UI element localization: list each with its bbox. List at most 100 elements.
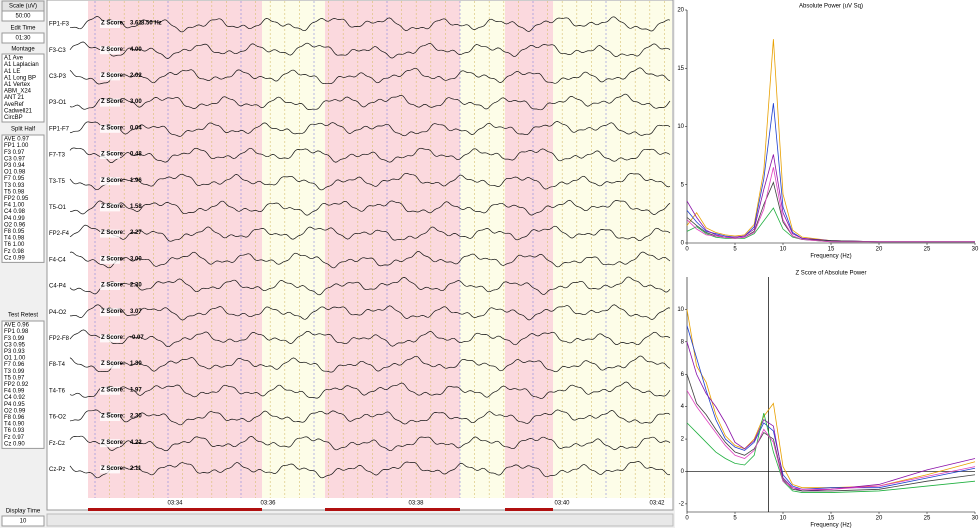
montage-item[interactable]: Cadwell21	[4, 108, 33, 114]
test-retest-item[interactable]: O2 0.99	[4, 408, 26, 414]
z-score: -0.07	[130, 335, 144, 341]
x-tick-label: 0	[685, 247, 689, 253]
eeg-trace	[69, 251, 671, 269]
split-half-item[interactable]: F7 0.95	[4, 176, 25, 182]
split-half-item[interactable]: F8 0.95	[4, 229, 25, 235]
channel-label[interactable]: Cz-Pz	[49, 467, 65, 473]
x-axis-label: Frequency (Hz)	[810, 523, 851, 528]
eeg-trace	[69, 172, 671, 191]
test-retest-item[interactable]: F3 0.99	[4, 336, 25, 342]
test-retest-item[interactable]: T3 0.99	[4, 369, 25, 375]
channel-label[interactable]: C4-P4	[49, 284, 67, 290]
test-retest-item[interactable]: C3 0.95	[4, 342, 26, 348]
channel-label[interactable]: FP2-F8	[49, 336, 70, 342]
montage-item[interactable]: A1 Laplacian	[4, 62, 39, 68]
x-tick-label: 30	[972, 516, 979, 522]
edit-time-value[interactable]: 01:30	[15, 36, 31, 42]
split-half-item[interactable]: C4 0.98	[4, 209, 26, 215]
split-half-item[interactable]: P4 0.99	[4, 216, 25, 222]
split-half-item[interactable]: T3 0.93	[4, 183, 25, 189]
scrollbar[interactable]	[46, 513, 674, 527]
test-retest-item[interactable]: T4 0.90	[4, 422, 25, 428]
montage-item[interactable]: AveRef	[4, 102, 24, 108]
test-retest-item[interactable]: AVE 0.96	[4, 323, 30, 329]
time-label: 03:36	[260, 501, 276, 507]
scale-value[interactable]: 50:00	[15, 14, 31, 20]
channel-label[interactable]: F8-T4	[49, 362, 66, 368]
test-retest-item[interactable]: T6 0.93	[4, 428, 25, 434]
z-score: 2.11	[130, 466, 142, 472]
z-score: 1.96	[130, 178, 142, 184]
channel-label[interactable]: F3-C3	[49, 48, 66, 54]
split-half-item[interactable]: Fz 0.98	[4, 249, 25, 255]
test-retest-item[interactable]: O1 1.00	[4, 356, 26, 362]
channel-label[interactable]: FP1-F7	[49, 126, 70, 132]
eeg-trace	[69, 224, 671, 242]
split-half-item[interactable]: Cz 0.99	[4, 255, 25, 261]
z-label: Z Score:	[101, 414, 125, 420]
z-label: Z Score:	[101, 440, 125, 446]
eeg-trace	[69, 67, 671, 85]
channel-label[interactable]: FP2-F4	[49, 231, 70, 237]
test-retest-item[interactable]: F4 0.99	[4, 389, 25, 395]
split-half-item[interactable]: FP1 1.00	[4, 143, 29, 149]
split-half-item[interactable]: FP2 0.95	[4, 196, 29, 202]
channel-label[interactable]: F7-T3	[49, 153, 66, 159]
display-time-value-box[interactable]	[1, 515, 45, 527]
split-half-item[interactable]: AVE 0.97	[4, 137, 30, 143]
channel-label[interactable]: F4-C4	[49, 257, 66, 263]
channel-label[interactable]: FP1-F3	[49, 22, 70, 28]
axes	[686, 10, 975, 244]
scale-label[interactable]: Scale (uV)	[9, 4, 37, 10]
z-label: Z Score:	[101, 387, 125, 393]
channel-label[interactable]: P3-O1	[49, 100, 67, 106]
channel-label[interactable]: T5-O1	[49, 205, 67, 211]
split-half-item[interactable]: C3 0.97	[4, 156, 26, 162]
split-half-item[interactable]: T4 0.98	[4, 236, 25, 242]
montage-item[interactable]: A1 LE	[4, 69, 20, 75]
y-tick-label: 0	[681, 469, 685, 475]
x-tick-label: 0	[685, 516, 689, 522]
test-retest-item[interactable]: T5 0.97	[4, 375, 25, 381]
test-retest-item[interactable]: C4 0.92	[4, 395, 26, 401]
display-time-label: Display Time	[6, 509, 41, 515]
channel-label[interactable]: Fz-Cz	[49, 441, 65, 447]
edit-time-value-box[interactable]	[1, 32, 45, 44]
display-time-value[interactable]: 10	[20, 519, 27, 525]
test-retest-item[interactable]: P3 0.93	[4, 349, 25, 355]
channel-label[interactable]: T6-O2	[49, 415, 67, 421]
channel-label[interactable]: T3-T5	[49, 179, 66, 185]
unselected-band	[553, 1, 672, 498]
split-half-item[interactable]: O2 0.96	[4, 222, 26, 228]
z-box	[100, 386, 120, 395]
montage-item[interactable]: ANT 21	[4, 95, 25, 101]
split-half-item[interactable]: O1 0.98	[4, 170, 26, 176]
montage-item[interactable]: CircBP	[4, 115, 23, 121]
montage-item[interactable]: A1 Vertex	[4, 82, 30, 88]
z-score: 3.61	[130, 21, 142, 27]
z-label: Z Score:	[101, 230, 125, 236]
montage-item[interactable]: A1 Ave	[4, 56, 24, 62]
test-retest-item[interactable]: FP1 0.98	[4, 329, 29, 335]
test-retest-item[interactable]: P4 0.95	[4, 402, 25, 408]
montage-item[interactable]: A1 Long BP	[4, 75, 36, 81]
split-half-item[interactable]: T6 1.00	[4, 242, 25, 248]
channel-label[interactable]: P4-O2	[49, 310, 67, 316]
split-half-item[interactable]: T5 0.98	[4, 189, 25, 195]
test-retest-item[interactable]: Cz 0.90	[4, 441, 25, 447]
split-half-item[interactable]: F4 1.00	[4, 203, 25, 209]
montage-item[interactable]: ABM_X24	[4, 89, 32, 95]
test-retest-item[interactable]: Fz 0.97	[4, 435, 25, 441]
channel-label[interactable]: C3-P3	[49, 74, 67, 80]
split-half-item[interactable]: F3 0.97	[4, 150, 25, 156]
split-half-item[interactable]: P3 0.94	[4, 163, 25, 169]
z-label: Z Score:	[101, 204, 125, 210]
channel-label[interactable]: T4-T6	[49, 388, 66, 394]
test-retest-item[interactable]: FP2 0.92	[4, 382, 29, 388]
test-retest-item[interactable]: F8 0.96	[4, 415, 25, 421]
eeg-trace	[69, 147, 671, 163]
scale-value-box[interactable]	[1, 10, 45, 22]
eeg-trace	[69, 329, 671, 348]
test-retest-item[interactable]: F7 0.96	[4, 362, 25, 368]
spectra-panel	[675, 0, 980, 528]
